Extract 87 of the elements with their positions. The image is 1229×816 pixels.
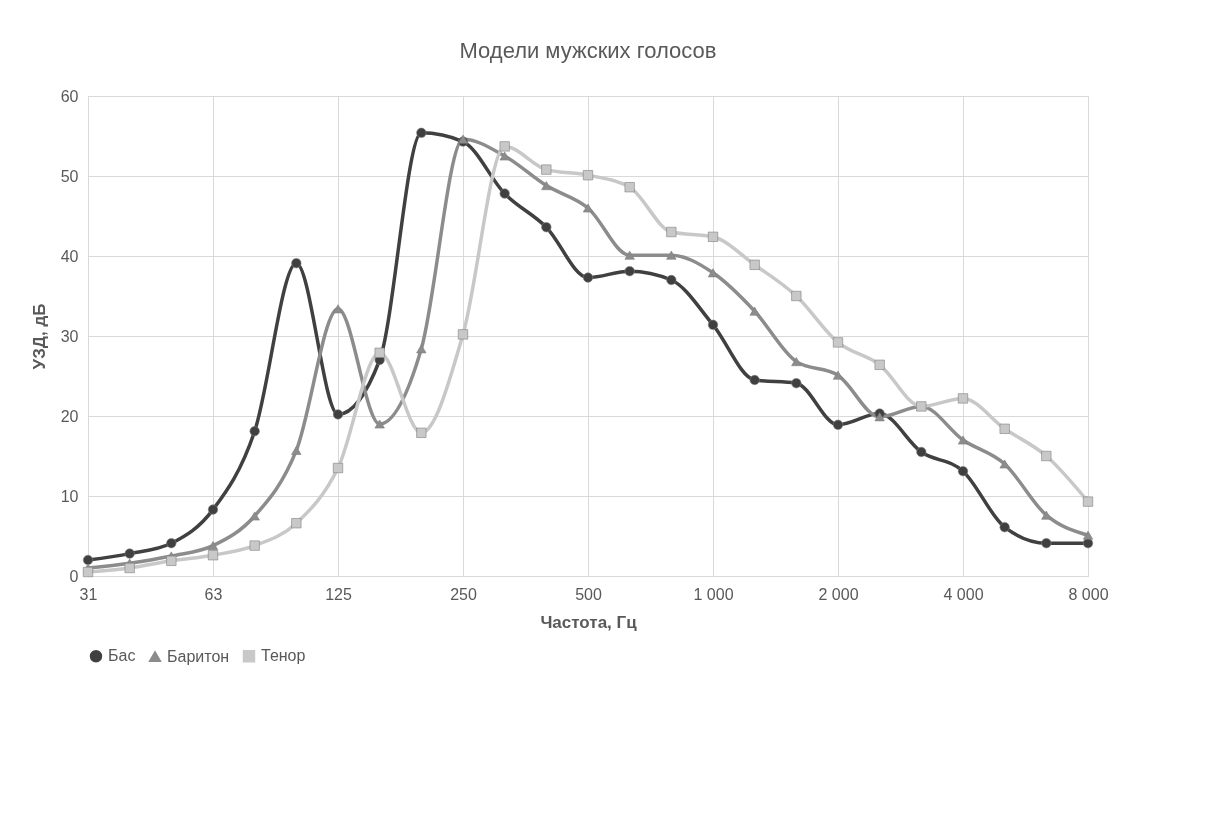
- point: [999, 522, 1010, 533]
- point: [332, 462, 344, 474]
- point: [874, 359, 885, 370]
- point: [499, 188, 510, 199]
- point: [666, 250, 677, 260]
- point: [749, 259, 760, 270]
- y-tick-label: 50: [60, 167, 79, 185]
- point: [166, 538, 177, 549]
- x-axis-title: Частота, Гц: [540, 612, 638, 632]
- point: [624, 182, 635, 193]
- point: [916, 446, 927, 458]
- point: [999, 423, 1010, 434]
- point: [124, 548, 135, 559]
- point: [832, 370, 844, 380]
- y-tick-label: 20: [60, 407, 79, 425]
- point: [332, 304, 344, 314]
- point: [874, 412, 885, 422]
- point: [707, 231, 719, 242]
- x-tick-label: 31: [79, 585, 98, 603]
- point: [249, 511, 260, 521]
- point: [249, 540, 260, 551]
- legend-label: Баритон: [167, 647, 230, 665]
- point: [416, 344, 427, 354]
- point: [499, 141, 510, 152]
- point: [582, 272, 594, 283]
- y-axis-title: УЗД, дБ: [29, 303, 49, 370]
- point: [82, 566, 94, 578]
- x-tick-label: 125: [325, 585, 352, 603]
- point: [374, 347, 385, 358]
- point: [749, 306, 760, 316]
- point: [1041, 450, 1052, 462]
- x-tick-label: 8 000: [1068, 585, 1109, 603]
- point: [791, 378, 802, 389]
- point: [1082, 530, 1094, 540]
- point: [999, 459, 1010, 469]
- x-tick-label: 4 000: [943, 585, 984, 603]
- point: [207, 550, 219, 561]
- point: [582, 170, 594, 181]
- x-tick-label: 500: [575, 585, 602, 603]
- point: [207, 541, 219, 551]
- point: [291, 445, 302, 455]
- legend-label: Бас: [108, 647, 136, 665]
- point: [624, 266, 635, 277]
- point: [166, 555, 177, 566]
- point: [207, 504, 219, 515]
- point: [582, 203, 594, 213]
- point: [82, 554, 94, 566]
- x-tick-label: 63: [204, 585, 223, 603]
- point: [957, 435, 969, 445]
- point: [749, 374, 760, 386]
- point: [666, 274, 677, 286]
- point: [666, 226, 677, 238]
- legend-label: Тенор: [261, 647, 306, 665]
- point: [332, 409, 344, 420]
- point: [791, 290, 802, 302]
- point: [416, 427, 427, 438]
- point: [707, 319, 719, 330]
- x-tick-label: 2 000: [818, 585, 859, 603]
- chart-title: Модели мужских голосов: [459, 38, 717, 63]
- point: [249, 426, 260, 437]
- point: [499, 151, 510, 161]
- point: [1041, 510, 1052, 520]
- point: [957, 466, 969, 477]
- point: [791, 357, 802, 367]
- point: [624, 250, 635, 260]
- y-tick-label: 30: [60, 327, 79, 345]
- point: [541, 222, 552, 233]
- point: [707, 268, 719, 278]
- y-tick-label: 40: [60, 247, 79, 265]
- point: [832, 419, 844, 430]
- point: [291, 518, 302, 529]
- point: [291, 258, 302, 269]
- point: [457, 329, 469, 340]
- point: [374, 419, 385, 429]
- point: [541, 181, 552, 191]
- x-tick-label: 1 000: [693, 585, 734, 603]
- y-tick-label: 60: [60, 87, 79, 105]
- point: [957, 393, 969, 404]
- y-tick-label: 10: [60, 487, 79, 505]
- point: [541, 164, 552, 175]
- x-tick-label: 250: [450, 585, 477, 603]
- point: [416, 127, 427, 138]
- point: [832, 337, 844, 348]
- point: [1082, 496, 1094, 507]
- point: [1041, 538, 1052, 549]
- y-tick-label: 0: [69, 567, 79, 585]
- point: [124, 562, 135, 574]
